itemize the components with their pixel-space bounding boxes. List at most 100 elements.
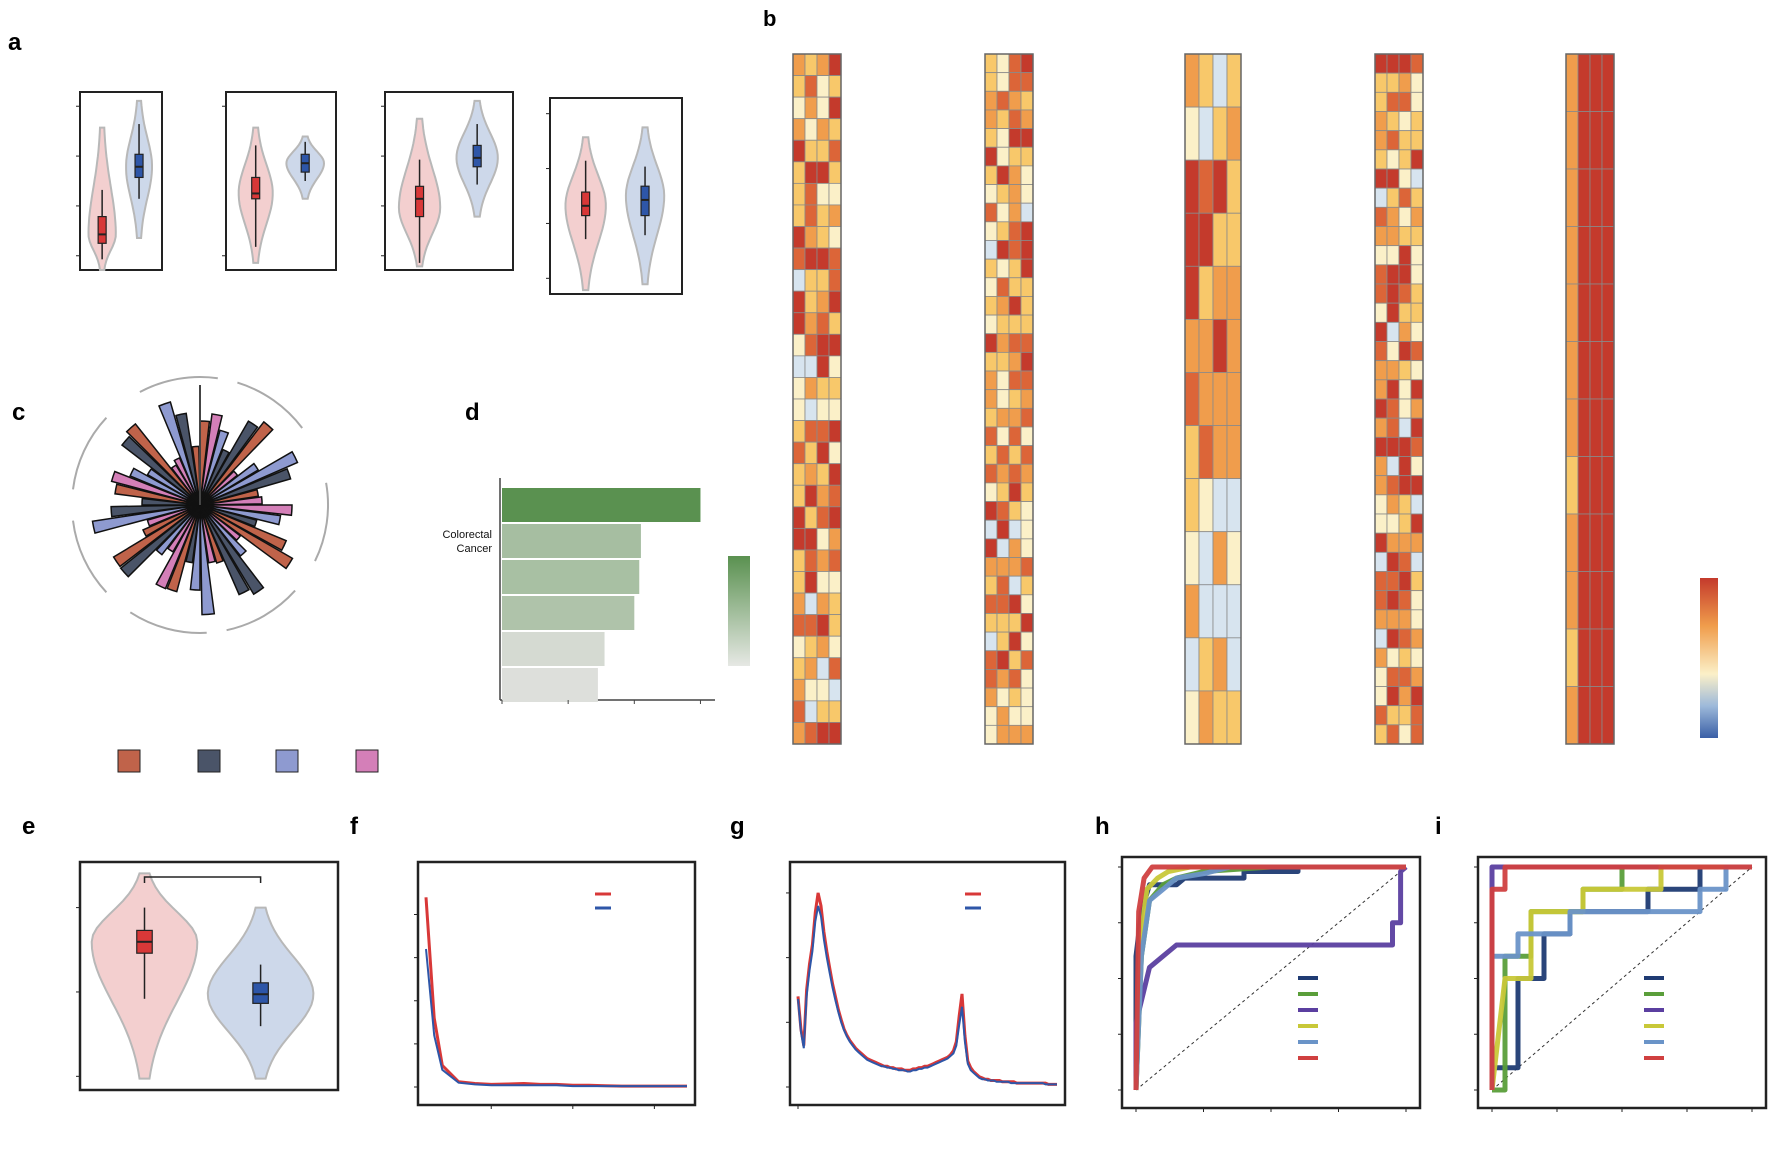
heatmap-cell	[792, 420, 806, 443]
panel_i-frame	[1476, 855, 1768, 1110]
radial-bar-FC	[199, 496, 263, 506]
heatmap-cell	[1410, 226, 1424, 247]
heatmap-cell	[984, 687, 998, 708]
heatmap-cell	[1008, 463, 1022, 484]
heatmap-cell	[1184, 637, 1200, 692]
heatmap-cell	[828, 312, 842, 335]
heatmap-cell	[816, 118, 830, 141]
heatmap-cell	[1589, 628, 1603, 687]
heatmap-cell	[1386, 647, 1400, 668]
heatmap-cell	[1589, 53, 1603, 112]
heatmap-cell	[828, 592, 842, 616]
radial-bar-FD	[199, 450, 299, 506]
category-label: Cancer	[457, 543, 493, 555]
heatmap-cell	[1565, 341, 1579, 400]
heatmap-cell	[792, 269, 806, 292]
radial-bar-FR	[199, 488, 260, 506]
heatmap-frame	[984, 53, 1034, 745]
heatmap-cell	[984, 706, 998, 726]
heatmap-cell	[1577, 111, 1591, 170]
heatmap-cell	[1008, 557, 1022, 577]
heatmap-cell	[1386, 456, 1400, 477]
heatmap-cell	[828, 269, 842, 292]
radial-bar-FR	[191, 445, 201, 506]
heatmap-frame	[1184, 53, 1242, 745]
heatmap-cell	[1008, 706, 1022, 726]
heatmap-cell	[792, 463, 806, 486]
heatmap-cell	[792, 75, 806, 98]
radial-bar-FC	[155, 504, 201, 590]
panel-a-frame	[79, 91, 163, 271]
heatmap-cell	[1226, 531, 1242, 586]
heatmap-cell	[1374, 283, 1388, 304]
heatmap-cell	[804, 247, 818, 271]
panel-label-g: g	[730, 813, 745, 840]
radial-bar-FR	[199, 420, 274, 506]
heatmap-cell	[1184, 265, 1200, 320]
bar-3	[502, 596, 635, 630]
heatmap-cell	[1374, 513, 1388, 534]
heatmap-cell	[1398, 666, 1412, 687]
heatmap-cell	[1008, 146, 1022, 167]
heatmap-cell	[984, 90, 998, 111]
heatmap-cell	[1184, 372, 1200, 426]
heatmap-cell	[804, 290, 818, 314]
heatmap-cell	[1020, 240, 1034, 260]
heatmap-cell	[1184, 159, 1200, 214]
heatmap-cell	[1374, 321, 1388, 342]
heatmap-cell	[1386, 53, 1400, 74]
heatmap-cell	[1008, 724, 1022, 745]
radial-bar-FR	[199, 504, 288, 552]
heatmap-cell	[1386, 724, 1400, 745]
heatmap-cell	[816, 700, 830, 723]
heatmap-frame	[792, 53, 842, 745]
heatmap-cell	[804, 614, 818, 637]
heatmap-cell	[1212, 584, 1228, 639]
heatmap-cell	[1589, 341, 1603, 400]
heatmap-cell	[1008, 501, 1022, 521]
legend-swatch-FR	[117, 749, 141, 773]
heatmap-cell	[984, 463, 998, 484]
heatmap-cell	[1374, 686, 1388, 707]
panel-h-roc	[1118, 855, 1422, 1112]
heatmap-frame	[1565, 53, 1615, 745]
heatmap-cell	[1020, 109, 1034, 129]
heatmap-cell	[792, 226, 806, 249]
bar-1	[502, 524, 641, 558]
heatmap-cell	[1374, 245, 1388, 266]
heatmap-cell	[1020, 53, 1034, 74]
radial-bar-FL	[199, 504, 265, 596]
roc-curve-FC	[1133, 865, 1408, 1090]
heatmap-cell	[828, 614, 842, 637]
radial-bar-FD	[199, 504, 248, 557]
bar-5	[502, 668, 598, 702]
heatmap-cell	[792, 484, 806, 508]
heatmap-cell	[1212, 318, 1228, 373]
heatmap-cell	[1008, 53, 1022, 74]
heatmap-cell	[1008, 165, 1022, 185]
heatmap-cell	[1398, 436, 1412, 457]
heatmap-cell	[1410, 91, 1424, 112]
heatmap-cell	[1398, 168, 1412, 189]
radial-bar-FR	[199, 504, 294, 570]
heatmap-cell	[1386, 379, 1400, 400]
heatmap-cell	[1386, 130, 1400, 151]
heatmap-cell	[1386, 686, 1400, 707]
roc-curve-FD	[1489, 864, 1752, 1091]
heatmap-cell	[1410, 475, 1424, 496]
heatmap-cell	[1212, 425, 1228, 480]
heatmap-cell	[1020, 482, 1034, 502]
heatmap-cell	[1386, 91, 1400, 112]
heatmap-cell	[1020, 501, 1034, 521]
section-arc	[72, 417, 108, 490]
heatmap-cell	[1410, 341, 1424, 362]
heatmap-cell	[1008, 650, 1022, 670]
heatmap-cell	[984, 109, 998, 129]
heatmap-cell	[996, 463, 1010, 484]
heatmap-cell	[984, 296, 998, 316]
heatmap-cell	[816, 614, 830, 637]
heatmap-cell	[1386, 417, 1400, 438]
heatmap-cell	[996, 407, 1010, 428]
heatmap-cell	[1410, 398, 1424, 419]
heatmap-cell	[1398, 379, 1412, 400]
